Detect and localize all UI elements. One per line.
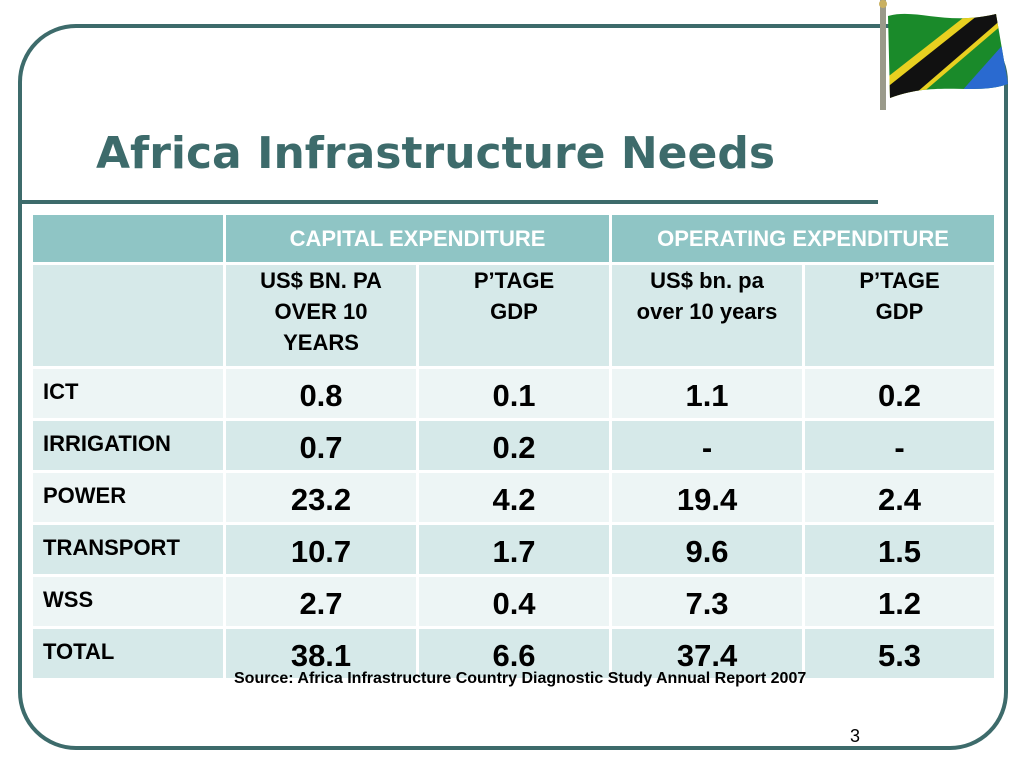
table-row: ICT 0.8 0.1 1.1 0.2 (30, 366, 998, 421)
source-note: Source: Africa Infrastructure Country Di… (234, 670, 807, 687)
table-cell: - (609, 418, 806, 473)
table-cell: 1.5 (802, 522, 998, 577)
header-line: GDP (875, 299, 924, 324)
table-cell: 38.1 (223, 626, 419, 681)
header-line: P’TAGE (859, 268, 940, 293)
capex-gdp-header: P’TAGE GDP (415, 262, 613, 369)
table-row: IRRIGATION 0.7 0.2 - - (30, 418, 998, 473)
table-cell: 5.3 (802, 626, 998, 681)
corner-cell (30, 262, 226, 369)
capital-expenditure-header: CAPITAL EXPENDITURE (222, 212, 613, 265)
table-row: POWER 23.2 4.2 19.4 2.4 (30, 470, 998, 525)
header-line: US$ BN. PA (260, 268, 382, 293)
header-line: OVER 10 (274, 299, 368, 324)
header-line: YEARS (283, 330, 359, 355)
header-line: GDP (490, 299, 538, 324)
infrastructure-table: CAPITAL EXPENDITURE OPERATING EXPENDITUR… (30, 212, 998, 681)
operating-expenditure-header: OPERATING EXPENDITURE (609, 212, 998, 265)
table-cell: 37.4 (609, 626, 806, 681)
table-cell: 1.1 (609, 366, 806, 421)
table-cell: 2.7 (223, 574, 419, 629)
corner-cell (30, 212, 226, 265)
table-cell: - (802, 418, 998, 473)
table-cell: 0.1 (415, 366, 613, 421)
slide-title: Africa Infrastructure Needs (96, 128, 776, 179)
page-number: 3 (850, 726, 861, 746)
row-label: TOTAL (30, 626, 226, 681)
header-line: US$ bn. pa (650, 268, 764, 293)
table-row: TRANSPORT 10.7 1.7 9.6 1.5 (30, 522, 998, 577)
row-label: IRRIGATION (30, 418, 226, 473)
row-label: POWER (30, 470, 226, 525)
table-cell: 19.4 (609, 470, 806, 525)
opex-gdp-header: P’TAGE GDP (802, 262, 998, 369)
title-divider (22, 200, 878, 204)
table-cell: 7.3 (609, 574, 806, 629)
table-cell: 9.6 (609, 522, 806, 577)
table-cell: 0.8 (223, 366, 419, 421)
sub-header-row: US$ BN. PA OVER 10 YEARS P’TAGE GDP US$ … (30, 262, 998, 369)
row-label: WSS (30, 574, 226, 629)
row-label: ICT (30, 366, 226, 421)
table-cell: 2.4 (802, 470, 998, 525)
table-row: WSS 2.7 0.4 7.3 1.2 (30, 574, 998, 629)
opex-usd-header: US$ bn. pa over 10 years (609, 262, 806, 369)
table-cell: 0.4 (415, 574, 613, 629)
table-cell: 0.7 (223, 418, 419, 473)
row-label: TRANSPORT (30, 522, 226, 577)
group-header-row: CAPITAL EXPENDITURE OPERATING EXPENDITUR… (30, 212, 998, 265)
table-cell: 1.7 (415, 522, 613, 577)
table-cell: 4.2 (415, 470, 613, 525)
table-cell: 6.6 (415, 626, 613, 681)
table-cell: 1.2 (802, 574, 998, 629)
table-cell: 10.7 (223, 522, 419, 577)
table-row: TOTAL 38.1 6.6 37.4 5.3 (30, 626, 998, 681)
tanzania-flag-icon (879, 0, 1008, 110)
capex-usd-header: US$ BN. PA OVER 10 YEARS (223, 262, 419, 369)
table-cell: 23.2 (223, 470, 419, 525)
table-cell: 0.2 (415, 418, 613, 473)
slide-frame (18, 24, 1008, 750)
header-line: P’TAGE (473, 268, 555, 293)
table-cell: 0.2 (802, 366, 998, 421)
header-line: over 10 years (636, 299, 778, 324)
